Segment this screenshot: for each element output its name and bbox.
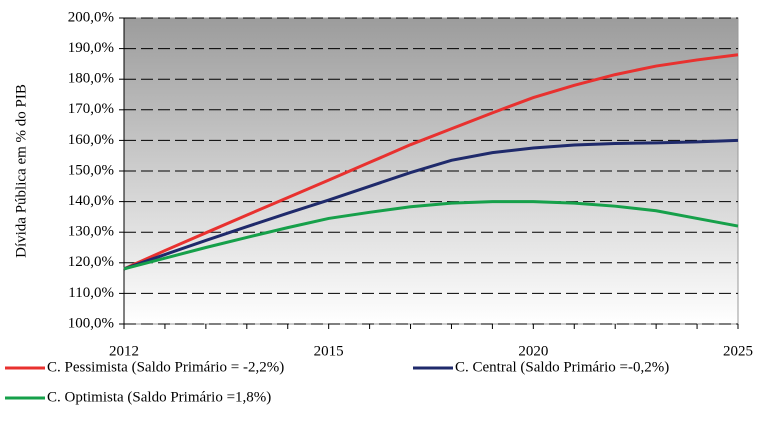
y-tick-label: 130,0% [68,224,114,240]
y-tick-label: 160,0% [68,132,114,148]
y-tick-label: 200,0% [68,9,114,25]
y-tick-label: 180,0% [68,71,114,87]
legend-label: C. Central (Saldo Primário =-0,2%) [455,359,669,375]
x-tick-label: 2012 [109,343,139,359]
y-tick-label: 140,0% [68,193,114,209]
legend-label: C. Optimista (Saldo Primário =1,8%) [47,389,271,405]
y-tick-label: 190,0% [68,40,114,56]
y-axis-label: Dívida Pública em % do PIB [13,84,29,258]
series-line [123,200,739,271]
y-tick-label: 170,0% [68,101,114,117]
series-line [123,138,739,271]
legend-label: C. Pessimista (Saldo Primário = -2,2%) [47,359,284,375]
series-line [123,53,739,271]
x-tick-label: 2020 [518,343,548,359]
y-tick-label: 120,0% [68,254,114,270]
y-tick-label: 150,0% [68,162,114,178]
x-tick-label: 2025 [723,343,753,359]
y-tick-label: 110,0% [68,285,114,301]
x-tick-label: 2015 [314,343,344,359]
y-tick-label: 100,0% [68,315,114,331]
